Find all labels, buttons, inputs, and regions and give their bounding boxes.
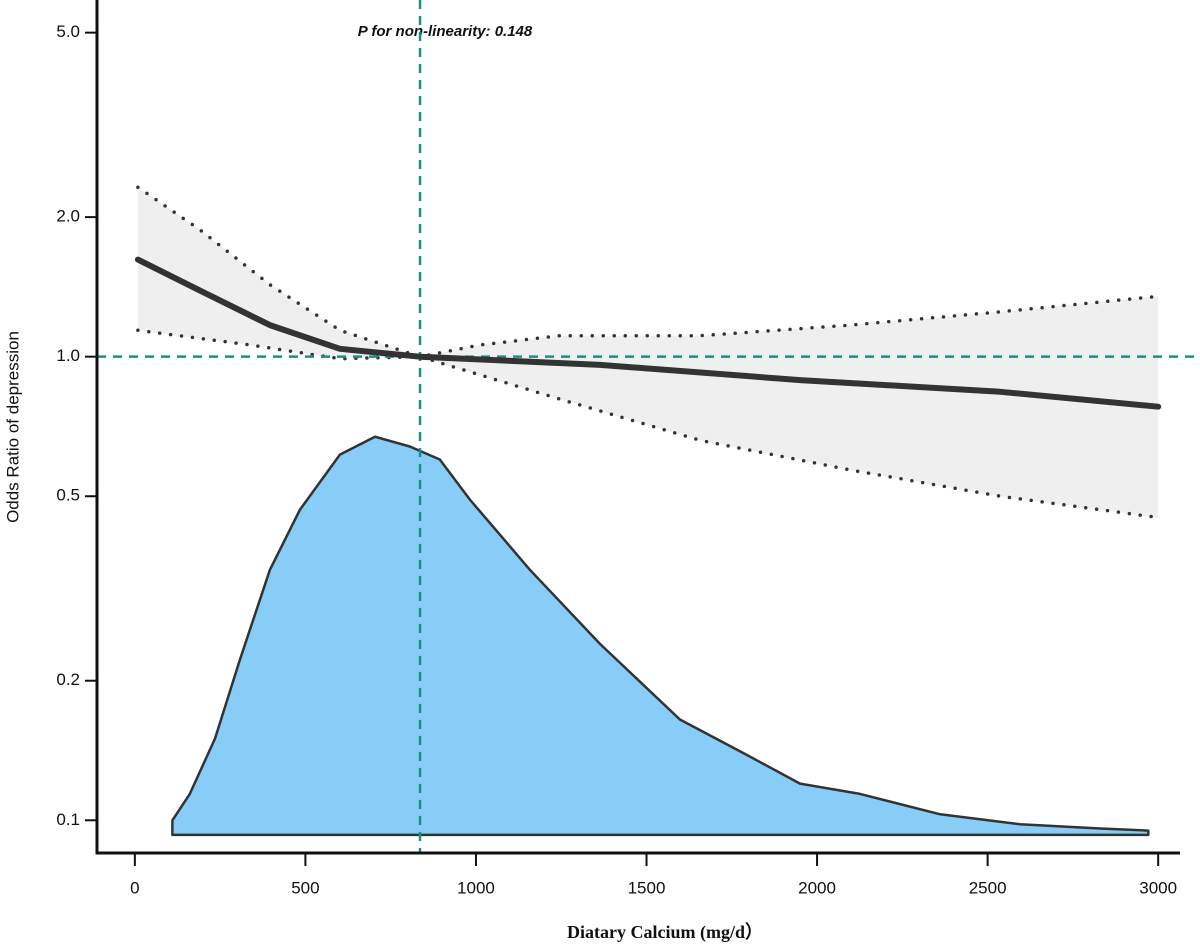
x-tick-label: 500	[291, 878, 319, 897]
y-tick-label: 2.0	[56, 207, 80, 226]
x-tick-label: 2000	[798, 878, 836, 897]
x-tick-label: 2500	[969, 878, 1007, 897]
annotation: P for non-linearity: 0.148	[358, 23, 533, 40]
ci-band	[137, 187, 1159, 518]
x-tick-label: 0	[130, 878, 139, 897]
x-tick-label: 1000	[457, 878, 495, 897]
y-tick-label: 1.0	[56, 346, 80, 365]
ci-upper-line	[136, 185, 1160, 359]
y-tick-label: 0.5	[56, 486, 80, 505]
spline-line	[134, 256, 1162, 410]
y-tick-label: 5.0	[56, 22, 80, 41]
x-axis-label: Diatary Calcium (mg/d）	[567, 922, 763, 943]
y-tick-label: 0.1	[56, 810, 80, 829]
y-axis-label: Odds Ratio of depression	[3, 331, 22, 523]
density-area	[171, 435, 1150, 837]
x-tick-label: 3000	[1139, 878, 1177, 897]
x-tick-label: 1500	[628, 878, 666, 897]
ci-lower-line	[136, 328, 1160, 520]
y-tick-label: 0.2	[56, 670, 80, 689]
